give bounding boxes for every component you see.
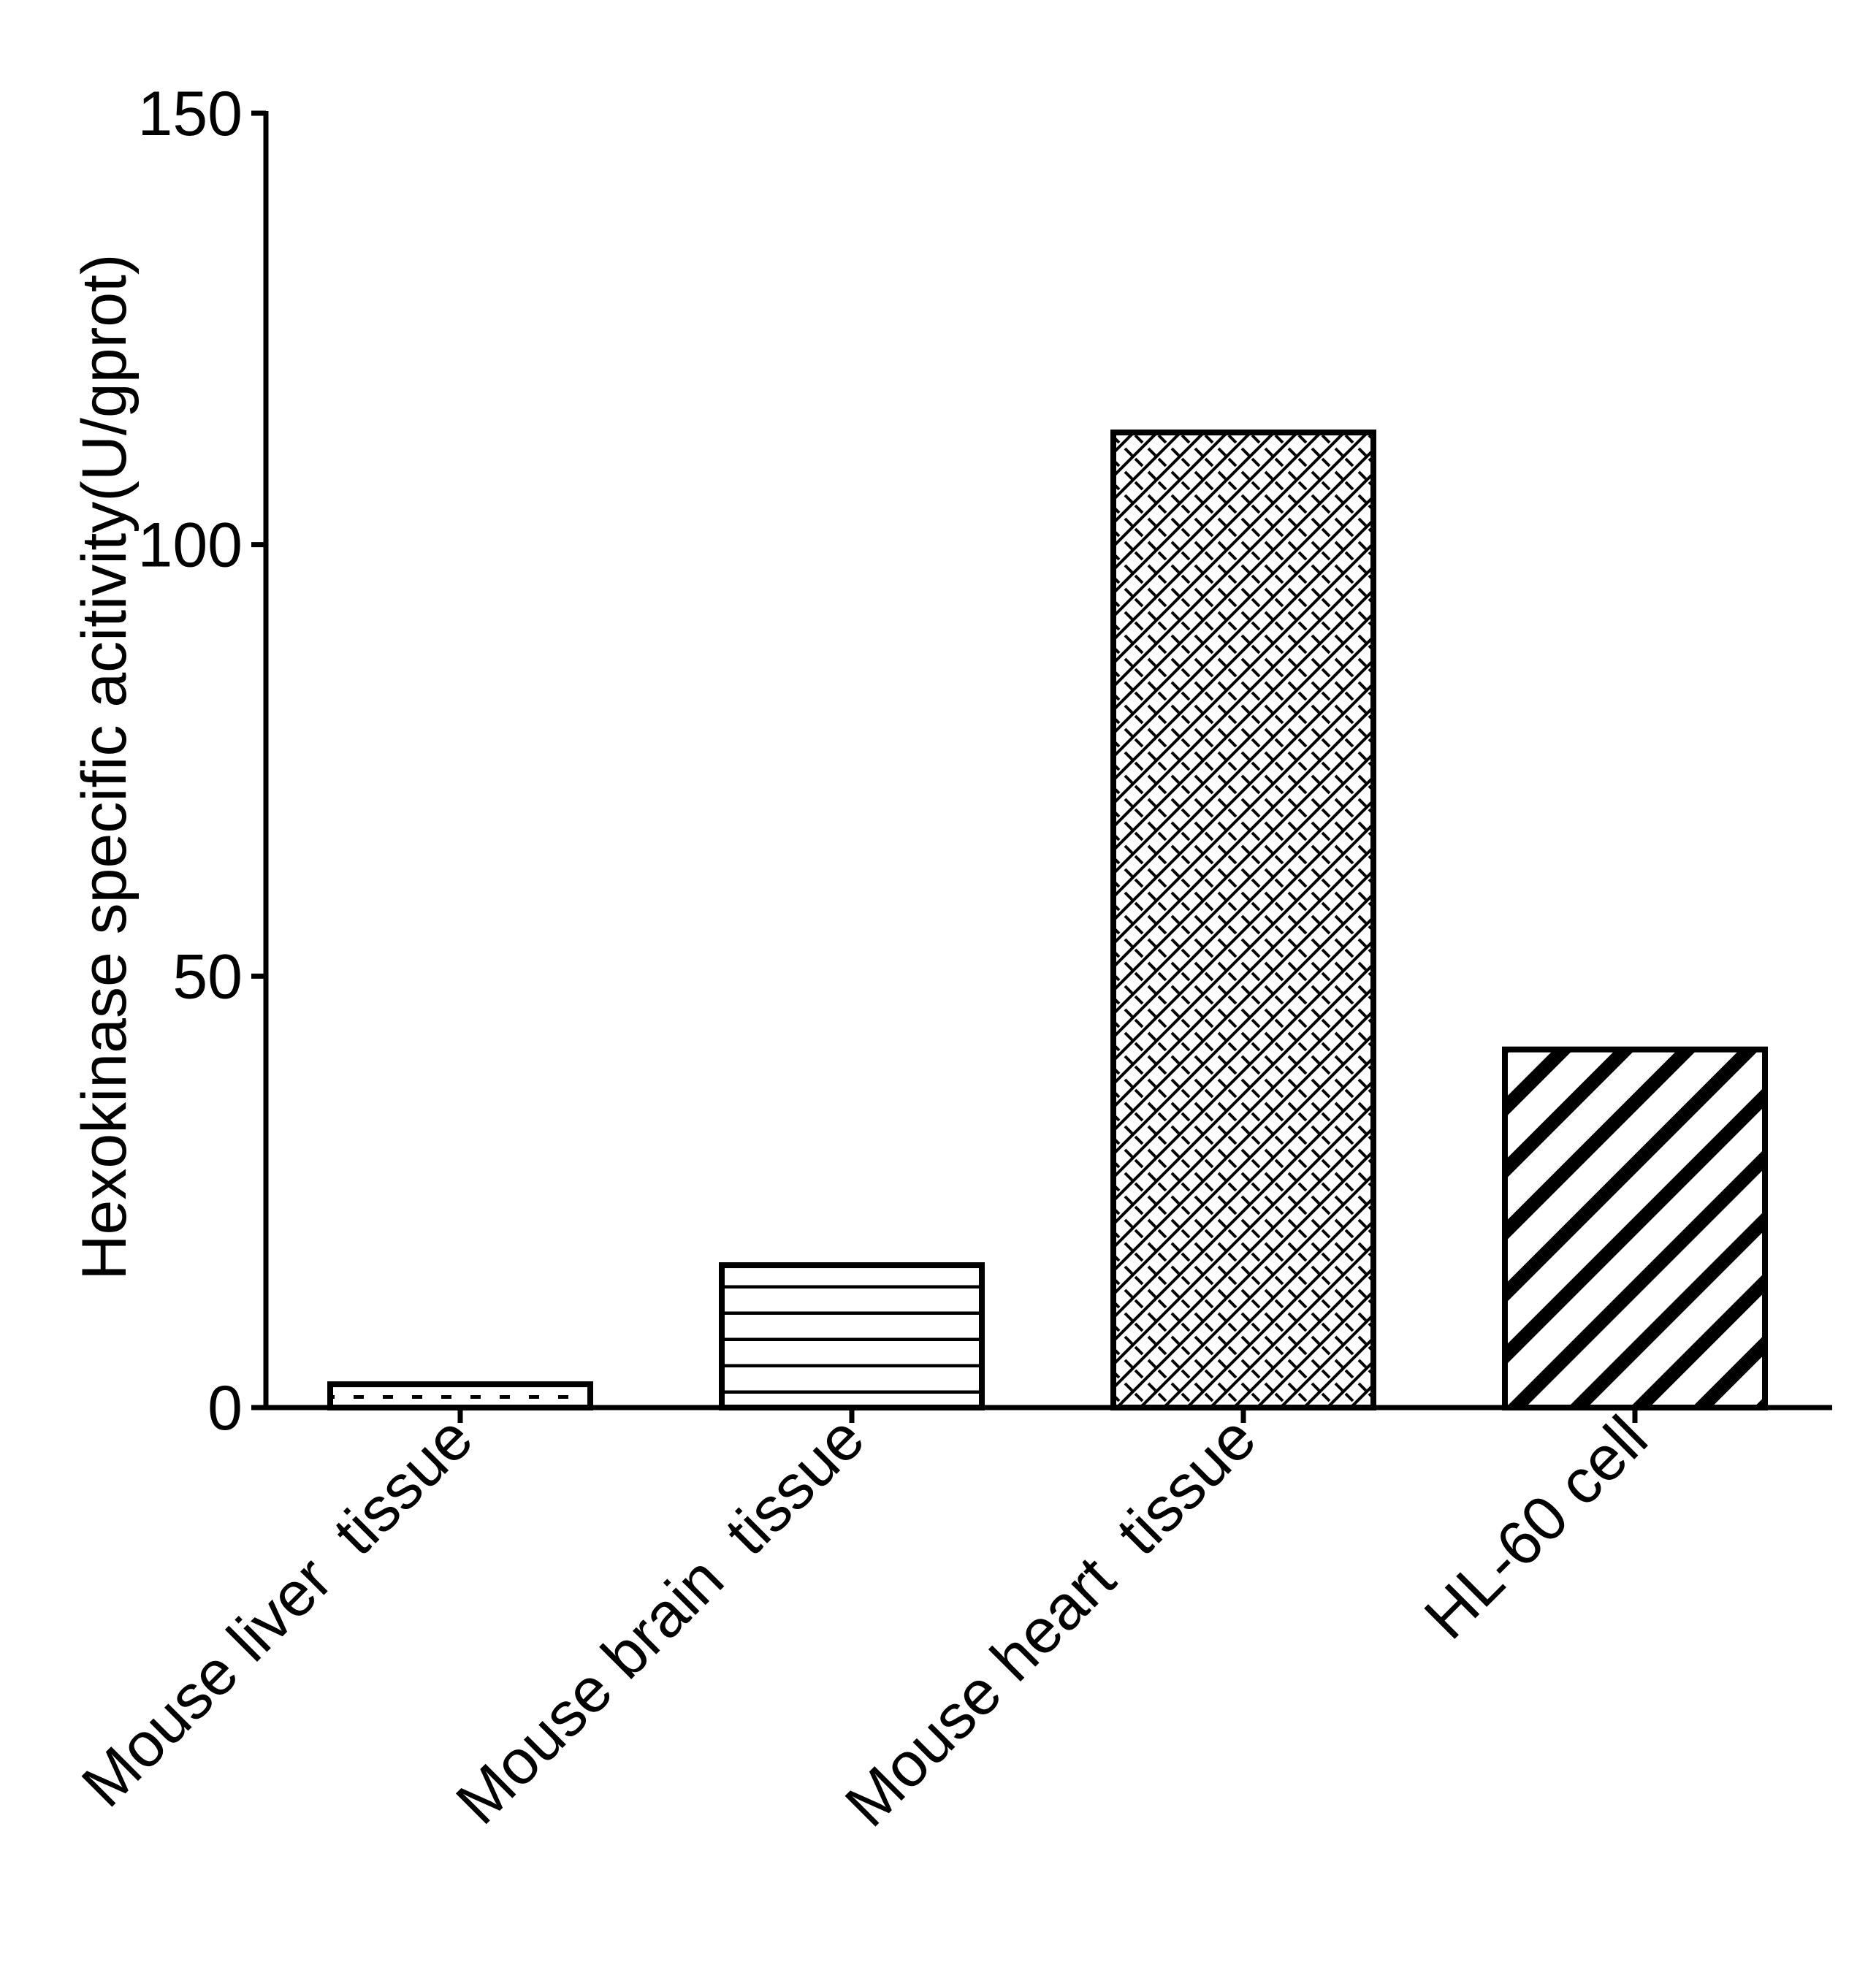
bar-1 — [327, 1381, 593, 1411]
x-category-label: HL-60 cell — [1411, 1403, 1661, 1653]
x-category-label: Mouse brain tissue — [443, 1403, 877, 1838]
x-category-label: Mouse heart tissue — [832, 1403, 1270, 1841]
bars — [327, 429, 1768, 1411]
y-tick-label: 50 — [172, 942, 243, 1012]
y-tick-label: 0 — [207, 1373, 243, 1443]
bar-4 — [1502, 1046, 1768, 1411]
y-axis-title: Hexokinase specific acitivity(U/gprot) — [69, 253, 140, 1280]
x-category-label: Mouse liver tissue — [69, 1403, 486, 1820]
y-tick-label: 150 — [138, 79, 243, 149]
bar-2 — [719, 1262, 985, 1410]
y-axis-ticks: 0 50 100 150 — [138, 79, 266, 1443]
y-tick-label: 100 — [138, 511, 243, 581]
x-axis-ticks — [457, 1408, 1638, 1423]
bar-3 — [1110, 429, 1376, 1410]
